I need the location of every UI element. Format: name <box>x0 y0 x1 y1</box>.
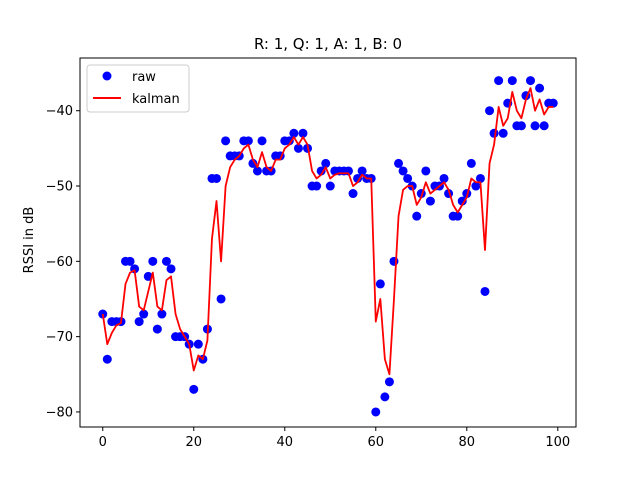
raw-data-point <box>480 286 490 296</box>
raw-data-point <box>498 128 508 138</box>
raw-data-point <box>457 196 467 206</box>
raw-data-point <box>157 309 167 319</box>
legend: raw kalman <box>86 64 190 113</box>
raw-data-point <box>257 136 267 146</box>
y-tick-label: −60 <box>46 255 73 270</box>
x-tick-label: 60 <box>368 435 385 450</box>
x-tick-label: 100 <box>545 435 570 450</box>
x-tick-label: 40 <box>276 435 293 450</box>
raw-data-point <box>394 158 404 168</box>
y-tick-label: −70 <box>46 330 73 345</box>
raw-data-point <box>212 173 222 183</box>
plot-frame <box>79 57 577 428</box>
raw-data-point <box>243 136 253 146</box>
y-tick-label: −50 <box>46 180 73 195</box>
raw-data-point <box>403 173 413 183</box>
raw-data-point <box>384 377 394 387</box>
raw-data-point <box>375 279 385 289</box>
raw-data-point <box>221 136 231 146</box>
raw-data-point <box>398 166 408 176</box>
x-tick-label: 80 <box>459 435 476 450</box>
raw-data-point <box>125 256 135 266</box>
raw-data-point <box>284 136 294 146</box>
raw-data-point <box>353 173 363 183</box>
ticks-layer: 0 20 40 60 80 100 −80 −70 −60 −50 −40 <box>46 104 571 450</box>
raw-data-point <box>371 407 381 417</box>
raw-data-point <box>325 181 335 191</box>
raw-data-point <box>348 189 358 199</box>
series-layer <box>98 76 558 417</box>
raw-data-point <box>453 211 463 221</box>
raw-data-point <box>357 166 367 176</box>
raw-data-point <box>216 294 226 304</box>
raw-data-point <box>252 166 262 176</box>
raw-data-point <box>475 173 485 183</box>
x-tick-label: 0 <box>99 435 107 450</box>
legend-kalman-label: kalman <box>132 92 180 107</box>
raw-data-point <box>102 354 112 364</box>
legend-raw-label: raw <box>132 70 156 85</box>
raw-data-point <box>166 264 176 274</box>
raw-data-point <box>439 173 449 183</box>
raw-data-point <box>421 166 431 176</box>
raw-data-point <box>316 166 326 176</box>
raw-data-point <box>516 121 526 131</box>
raw-data-point <box>380 392 390 402</box>
raw-data-point <box>189 384 199 394</box>
raw-data-point <box>389 256 399 266</box>
y-tick-label: −80 <box>46 405 73 420</box>
raw-data-point <box>539 121 549 131</box>
raw-data-point <box>494 76 504 86</box>
raw-data-point <box>289 128 299 138</box>
raw-data-point <box>248 158 258 168</box>
x-tick-label: 20 <box>185 435 202 450</box>
raw-data-point <box>293 143 303 153</box>
raw-data-point <box>507 76 517 86</box>
raw-data-point <box>525 76 535 86</box>
raw-data-point <box>321 158 331 168</box>
raw-data-point <box>148 256 158 266</box>
raw-data-point <box>134 317 144 327</box>
legend-box <box>86 64 190 113</box>
raw-data-point <box>530 121 540 131</box>
raw-data-point <box>312 181 322 191</box>
raw-data-point <box>298 128 308 138</box>
raw-data-point <box>471 181 481 191</box>
chart-title: R: 1, Q: 1, A: 1, B: 0 <box>254 35 402 53</box>
raw-data-point <box>152 324 162 334</box>
raw-data-point <box>466 158 476 168</box>
raw-data-point <box>161 256 171 266</box>
raw-data-point <box>489 128 499 138</box>
raw-data-point <box>193 339 203 349</box>
raw-data-point <box>425 196 435 206</box>
raw-data-point <box>535 83 545 93</box>
raw-data-point <box>139 309 149 319</box>
legend-raw-marker <box>102 71 112 81</box>
raw-data-point <box>548 98 558 108</box>
y-tick-label: −40 <box>46 104 73 119</box>
raw-data-point <box>412 211 422 221</box>
y-axis-title: RSSI in dB <box>22 207 37 274</box>
raw-data-point <box>485 106 495 116</box>
kalman-series-line <box>101 87 554 376</box>
